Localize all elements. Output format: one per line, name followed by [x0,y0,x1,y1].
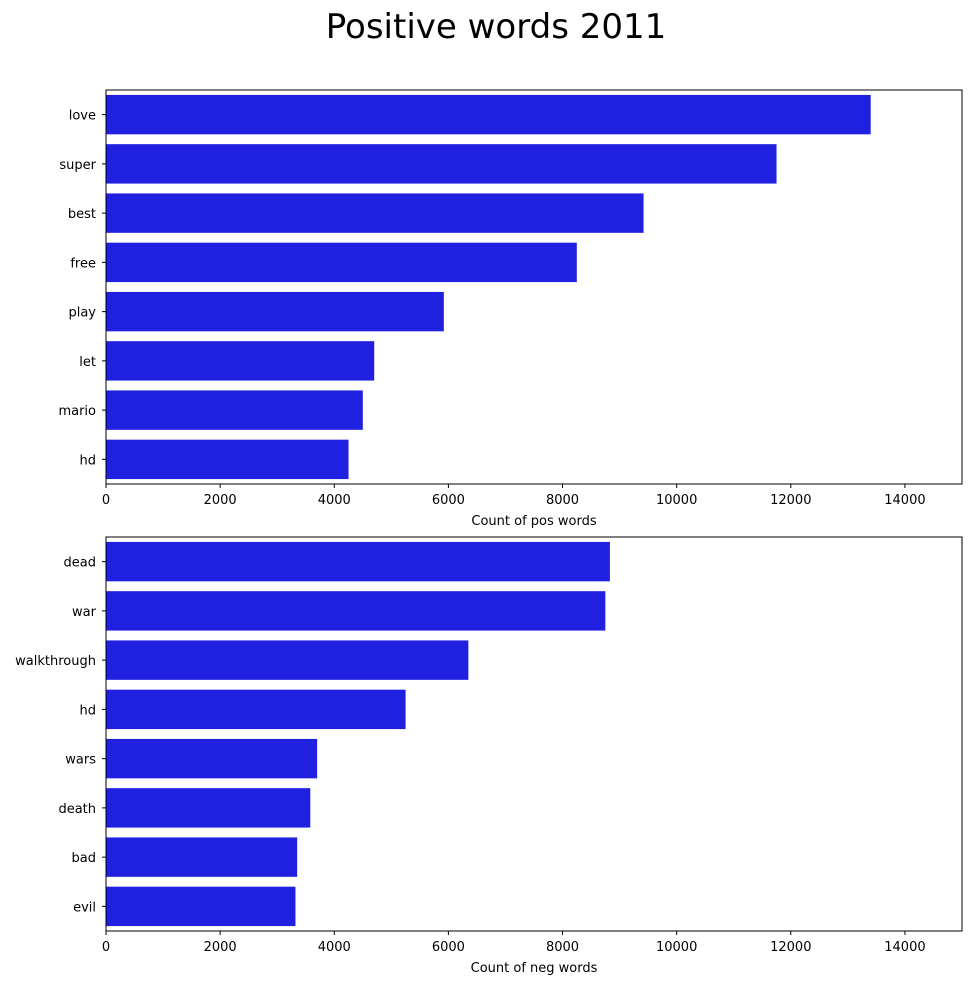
bar-love [106,94,871,135]
x-tick-label: 0 [102,940,110,955]
y-tick-label: mario [58,404,96,419]
y-tick-label: best [68,207,96,222]
x-tick-label: 14000 [884,940,925,955]
chart-suptitle: Positive words 2011 [326,7,667,47]
bar-best [106,193,644,233]
y-tick-label: play [68,306,96,321]
y-tick-label: war [72,605,97,620]
bar-hd [106,439,349,480]
bar-free [106,242,577,283]
bar-evil [106,886,296,927]
y-tick-label: wars [65,753,96,768]
bar-let [106,341,375,381]
x-axis-label: Count of neg words [471,961,598,976]
bar-dead [106,541,610,582]
y-tick-label: evil [73,900,96,915]
x-tick-label: 14000 [884,493,925,508]
bar-walkthrough [106,640,469,680]
y-tick-label: hd [80,453,97,468]
y-tick-label: death [58,802,96,817]
x-tick-label: 8000 [546,493,579,508]
x-tick-label: 8000 [546,940,579,955]
x-tick-label: 6000 [432,493,465,508]
x-tick-label: 4000 [318,940,351,955]
y-tick-label: super [59,158,96,173]
bar-hd [106,689,406,730]
bar-wars [106,738,318,779]
x-tick-label: 10000 [656,940,697,955]
y-tick-label: walkthrough [15,654,96,669]
bar-death [106,788,311,828]
x-tick-label: 10000 [656,493,697,508]
bar-war [106,591,606,631]
y-tick-label: free [70,256,96,271]
x-tick-label: 0 [102,493,110,508]
axes-frame [105,89,963,485]
y-tick-label: hd [80,703,97,718]
pos-words-panel: love super best free play let mario hd 0 2000 4000… [58,89,963,529]
x-tick-label: 2000 [204,940,237,955]
bar-bad [106,837,298,877]
x-tick-label: 12000 [770,493,811,508]
bar-mario [106,390,363,430]
bar-super [106,144,777,184]
axes-frame [105,536,963,932]
x-tick-label: 12000 [770,940,811,955]
neg-words-panel: dead war walkthrough hd wars death bad evil 0 200… [15,536,963,976]
y-tick-label: love [69,109,96,124]
bar-play [106,291,444,332]
y-tick-label: let [79,355,96,370]
x-tick-label: 2000 [204,493,237,508]
y-tick-label: bad [72,851,96,866]
x-axis-label: Count of pos words [471,514,596,529]
y-tick-label: dead [64,556,96,571]
x-tick-label: 6000 [432,940,465,955]
x-tick-label: 4000 [318,493,351,508]
